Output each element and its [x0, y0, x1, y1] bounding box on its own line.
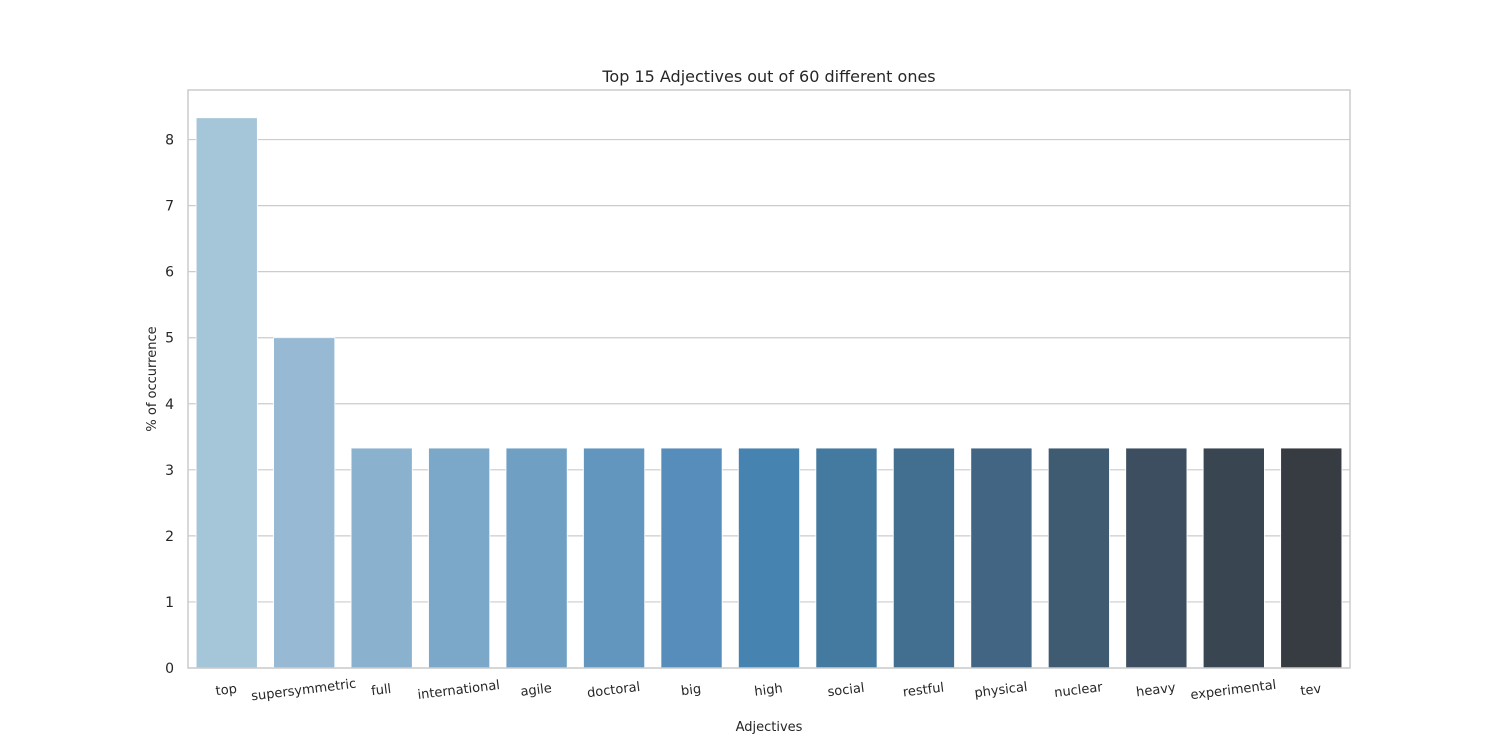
x-tick-label: full: [370, 682, 392, 699]
x-tick-label: agile: [520, 681, 553, 700]
y-axis-ticks: 0 1 2 3 4 5 6 7 8: [165, 133, 174, 677]
y-tick-label: 0: [165, 661, 174, 677]
bar-full: [350, 447, 413, 669]
bar-high: [738, 447, 800, 669]
bar-doctoral: [583, 447, 646, 669]
chart-title: Top 15 Adjectives out of 60 different on…: [601, 67, 935, 86]
bar-top: [195, 117, 258, 669]
x-tick-label: big: [680, 682, 702, 699]
bars: [195, 117, 1343, 669]
y-tick-label: 3: [165, 463, 174, 479]
y-tick-label: 7: [165, 199, 174, 215]
bar-big: [660, 447, 723, 669]
bar-physical: [970, 447, 1033, 669]
x-tick-label: physical: [974, 680, 1029, 701]
bar-social: [815, 447, 878, 669]
bar-supersymmetric: [273, 337, 336, 669]
x-tick-label: restful: [902, 681, 945, 701]
x-tick-label: top: [215, 682, 238, 699]
x-tick-label: international: [417, 678, 501, 703]
bar-nuclear: [1047, 447, 1110, 669]
x-tick-label: nuclear: [1053, 680, 1104, 701]
bar-restful: [892, 447, 955, 669]
x-tick-label: social: [827, 681, 866, 700]
y-tick-label: 2: [165, 529, 174, 545]
y-tick-label: 5: [165, 331, 174, 347]
bar-heavy: [1125, 447, 1188, 669]
y-tick-label: 6: [165, 265, 174, 281]
x-tick-label: high: [754, 681, 784, 699]
x-tick-label: heavy: [1135, 681, 1176, 701]
x-axis-label: Adjectives: [736, 720, 803, 735]
x-tick-label: experimental: [1190, 678, 1277, 703]
plot-frame: [187, 89, 1351, 669]
y-tick-label: 4: [165, 397, 174, 413]
y-tick-label: 8: [165, 133, 174, 149]
y-axis-label: % of occurrence: [145, 326, 160, 431]
x-tick-label: doctoral: [586, 680, 641, 701]
bar-tev: [1280, 447, 1343, 669]
x-tick-label: supersymmetric: [250, 677, 357, 705]
bar-agile: [505, 447, 568, 669]
bar-international: [428, 447, 491, 669]
x-axis-ticks: top supersymmetric full international agile d…: [215, 677, 1323, 705]
x-tick-label: tev: [1300, 682, 1323, 699]
bar-experimental: [1202, 447, 1265, 669]
y-tick-label: 1: [165, 595, 174, 611]
